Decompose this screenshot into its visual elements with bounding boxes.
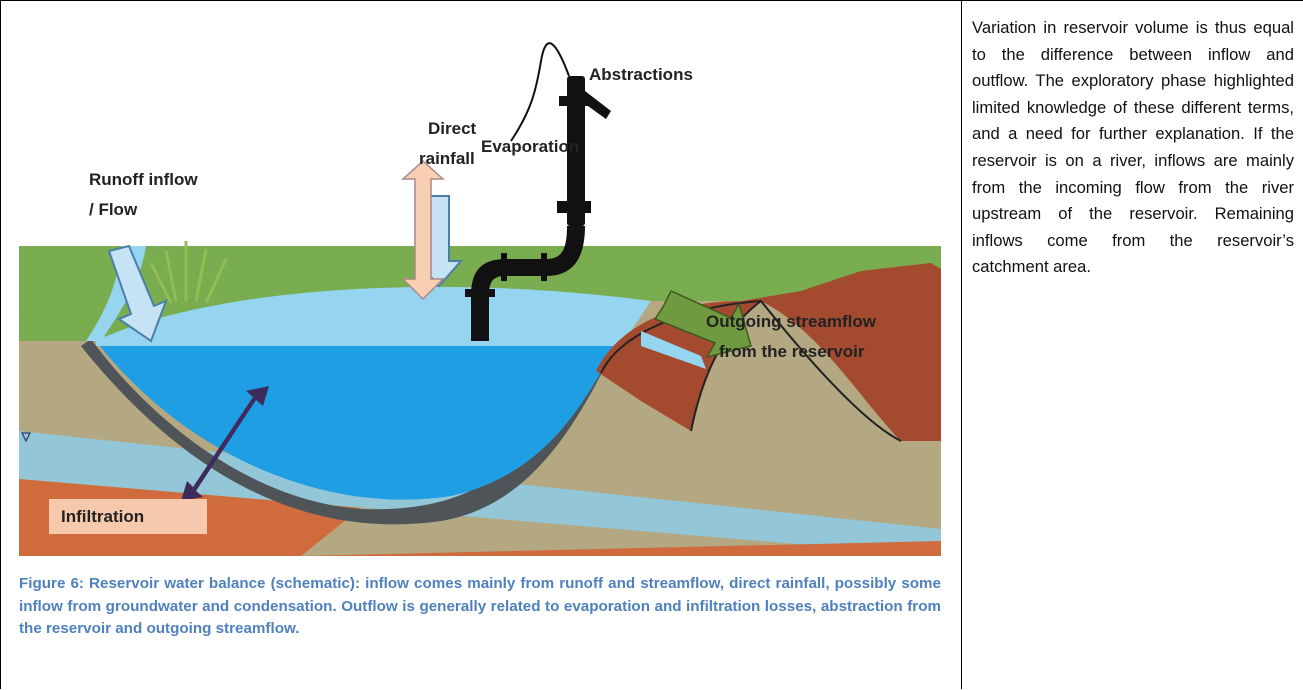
deep-water [96, 341, 621, 500]
outflow-stream [641, 331, 706, 369]
label: rainfall [419, 149, 475, 168]
label: Infiltration [61, 507, 144, 526]
dam-crest [600, 300, 762, 374]
subsoil-right [301, 541, 941, 556]
label: / Flow [89, 200, 138, 219]
pump-handle [510, 42, 570, 142]
figure-caption: Figure 6: Reservoir water balance (schem… [19, 575, 941, 638]
dam-face [690, 300, 762, 432]
label: Runoff inflow [89, 170, 198, 189]
label: Evaporation [481, 137, 579, 156]
label-box [49, 499, 207, 534]
diagram: Abstractions Direct rainfall Evaporation… [19, 42, 941, 556]
label: Abstractions [589, 65, 693, 84]
label: Outgoing streamflow [706, 312, 877, 331]
infiltration-arrow [181, 386, 269, 501]
label: from the reservoir [719, 342, 865, 361]
dam [596, 263, 941, 441]
liner [81, 301, 641, 525]
figure-cell: Abstractions Direct rainfall Evaporation… [0, 0, 962, 689]
outgoing-arrow [653, 290, 752, 359]
text-cell: Variation in reservoir volume is thus eq… [962, 0, 1303, 690]
label: Direct [428, 119, 477, 138]
water-table-marker [21, 432, 31, 443]
grass-edge [19, 316, 101, 341]
runoff-arrow [107, 244, 168, 343]
evaporation-arrow [401, 159, 445, 301]
reeds [149, 241, 228, 304]
dam-face-2 [760, 300, 902, 442]
pump [465, 76, 611, 341]
surface-water [96, 286, 651, 346]
paragraph: Variation in reservoir volume is thus eq… [972, 18, 1294, 277]
